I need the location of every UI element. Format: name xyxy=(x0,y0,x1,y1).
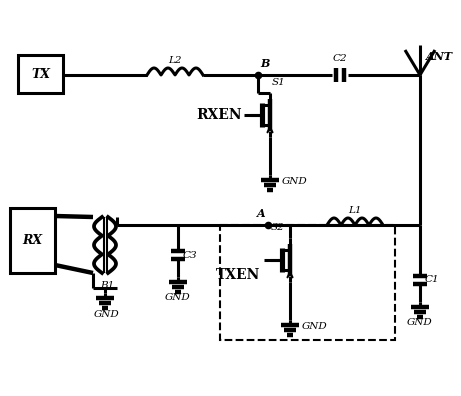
Text: C2: C2 xyxy=(333,54,347,63)
Bar xyxy=(10,208,55,273)
Text: GND: GND xyxy=(407,318,433,327)
Text: TXEN: TXEN xyxy=(216,268,260,282)
Text: GND: GND xyxy=(94,310,120,319)
Text: RXEN: RXEN xyxy=(196,108,242,122)
Text: A: A xyxy=(256,208,265,219)
Text: GND: GND xyxy=(282,177,308,186)
Text: TX: TX xyxy=(31,67,50,80)
Bar xyxy=(220,225,395,340)
Text: L2: L2 xyxy=(168,56,182,65)
Text: S1: S1 xyxy=(272,78,286,87)
Text: L1: L1 xyxy=(348,206,362,215)
Text: C3: C3 xyxy=(183,251,198,259)
Text: C1: C1 xyxy=(425,276,440,284)
Text: GND: GND xyxy=(302,322,328,331)
Text: S2: S2 xyxy=(271,223,285,232)
Text: ANT: ANT xyxy=(426,51,453,63)
Bar xyxy=(18,55,63,93)
Text: GND: GND xyxy=(165,293,191,302)
Text: B1: B1 xyxy=(100,281,114,290)
Text: RX: RX xyxy=(23,234,42,247)
Text: B: B xyxy=(260,58,269,69)
